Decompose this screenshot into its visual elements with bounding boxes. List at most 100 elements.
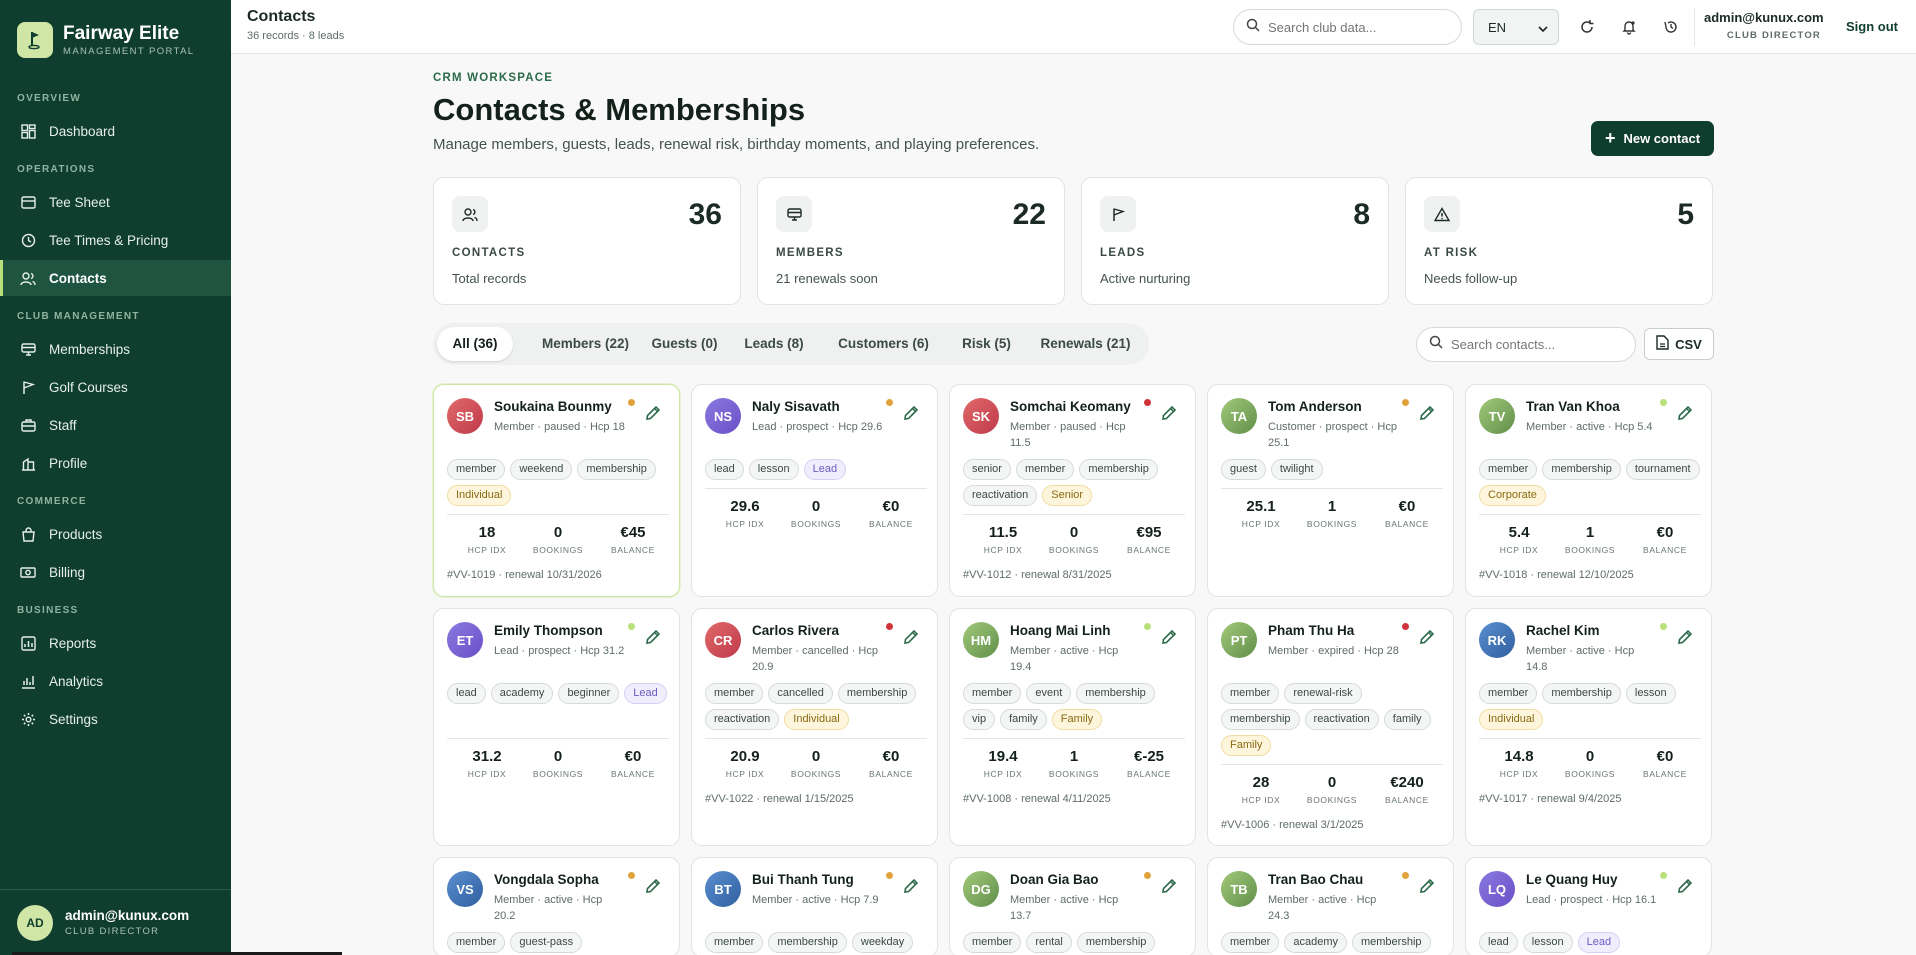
tab-risk[interactable]: Risk (5) [962, 336, 1011, 351]
tab-guests[interactable]: Guests (0) [651, 336, 718, 351]
contact-card-le-quang-huy[interactable]: LQ Le Quang Huy Lead · prospect · Hcp 16… [1465, 857, 1712, 955]
contact-card-hoang-mai-linh[interactable]: HM Hoang Mai Linh Member · active · Hcp … [949, 608, 1196, 846]
sidebar-item-products[interactable]: Products [0, 516, 231, 552]
tab-members[interactable]: Members (22) [541, 336, 630, 351]
contact-card-soukaina-bounmy[interactable]: SB Soukaina Bounmy Member · paused · Hcp… [433, 384, 680, 597]
signout-button[interactable]: Sign out [1846, 19, 1898, 34]
new-contact-button[interactable]: + New contact [1591, 121, 1714, 156]
hcp-stat: 11.5 HCP IDX [966, 524, 1040, 555]
contacts-search-input[interactable] [1451, 337, 1621, 352]
stat-card-leads[interactable]: 8 LEADS Active nurturing [1081, 177, 1389, 305]
contact-card-naly-sisavath[interactable]: NS Naly Sisavath Lead · prospect · Hcp 2… [691, 384, 938, 597]
edit-icon[interactable] [1161, 405, 1177, 421]
tag: Lead [1577, 932, 1621, 953]
tag: lead [447, 683, 486, 704]
tab-customers[interactable]: Customers (6) [838, 336, 929, 351]
tag: member [1479, 683, 1538, 704]
edit-icon[interactable] [645, 405, 661, 421]
sidebar-item-tee-sheet[interactable]: Tee Sheet [0, 184, 231, 220]
edit-icon[interactable] [1677, 405, 1693, 421]
contact-card-somchai-keomany[interactable]: SK Somchai Keomany Member · paused · Hcp… [949, 384, 1196, 597]
contact-meta: Member · expired · Hcp 28 [1268, 645, 1399, 657]
sidebar-item-contacts[interactable]: Contacts [0, 260, 231, 296]
tab-leads[interactable]: Leads (8) [744, 336, 804, 351]
contact-card-pham-thu-ha[interactable]: PT Pham Thu Ha Member · expired · Hcp 28… [1207, 608, 1454, 846]
contact-card-carlos-rivera[interactable]: CR Carlos Rivera Member · cancelled · Hc… [691, 608, 938, 846]
language-select[interactable]: EN [1473, 9, 1559, 45]
edit-icon[interactable] [645, 878, 661, 894]
edit-icon[interactable] [1161, 629, 1177, 645]
contact-card-tom-anderson[interactable]: TA Tom Anderson Customer · prospect · Hc… [1207, 384, 1454, 597]
bookings-label: BOOKINGS [1564, 545, 1616, 555]
contact-name: Doan Gia Bao [1010, 872, 1099, 887]
stat-card-members[interactable]: 22 MEMBERS 21 renewals soon [757, 177, 1065, 305]
edit-icon[interactable] [1677, 878, 1693, 894]
avatar: CR [705, 622, 741, 658]
tag: tournament [1625, 459, 1700, 480]
tag: weekend [510, 459, 573, 480]
tag: lead [1479, 932, 1518, 953]
contact-card-rachel-kim[interactable]: RK Rachel Kim Member · active · Hcp 14.8… [1465, 608, 1712, 846]
balance-stat: €0 BALANCE [854, 748, 928, 779]
bookings-stat: 0 BOOKINGS [1553, 748, 1627, 779]
sidebar-item-reports[interactable]: Reports [0, 625, 231, 661]
edit-icon[interactable] [645, 629, 661, 645]
status-dot [886, 623, 893, 630]
bell-icon[interactable] [1619, 17, 1639, 37]
balance-value: €0 [1656, 524, 1674, 541]
contact-card-emily-thompson[interactable]: ET Emily Thompson Lead · prospect · Hcp … [433, 608, 680, 846]
edit-icon[interactable] [903, 629, 919, 645]
balance-stat: €-25 BALANCE [1112, 748, 1186, 779]
tab-all[interactable]: All (36) [437, 327, 513, 361]
edit-icon[interactable] [1677, 629, 1693, 645]
sidebar-item-tee-times-pricing[interactable]: Tee Times & Pricing [0, 222, 231, 258]
contact-card-bui-thanh-tung[interactable]: BT Bui Thanh Tung Member · active · Hcp … [691, 857, 938, 955]
sidebar-item-settings[interactable]: Settings [0, 701, 231, 737]
tag: membership [1076, 932, 1156, 953]
tag: membership [1079, 459, 1158, 480]
sidebar-item-dashboard[interactable]: Dashboard [0, 113, 231, 149]
sidebar-item-memberships[interactable]: Memberships [0, 331, 231, 367]
sidebar-item-analytics[interactable]: Analytics [0, 663, 231, 699]
brand[interactable]: Fairway Elite MANAGEMENT PORTAL [0, 0, 231, 60]
contact-card-doan-gia-bao[interactable]: DG Doan Gia Bao Member · active · Hcp 13… [949, 857, 1196, 955]
stat-card-contacts[interactable]: 36 CONTACTS Total records [433, 177, 741, 305]
tag: Lead [624, 683, 667, 704]
sidebar-item-label: Profile [49, 455, 88, 471]
hcp-value: 20.9 [730, 748, 760, 765]
contact-name: Vongdala Sopha [494, 872, 599, 887]
sidebar-item-profile[interactable]: Profile [0, 445, 231, 481]
contact-card-tran-van-khoa[interactable]: TV Tran Van Khoa Member · active · Hcp 5… [1465, 384, 1712, 597]
edit-icon[interactable] [1161, 878, 1177, 894]
topbar-divider [1694, 8, 1695, 46]
report-icon [20, 635, 36, 651]
sidebar-item-billing[interactable]: Billing [0, 554, 231, 590]
history-icon[interactable] [1661, 17, 1681, 37]
sidebar-item-staff[interactable]: Staff [0, 407, 231, 443]
tag: guest-pass [510, 932, 583, 953]
stat-card-at-risk[interactable]: 5 AT RISK Needs follow-up [1405, 177, 1713, 305]
tag-list: guest twilight [1221, 459, 1443, 480]
edit-icon[interactable] [903, 405, 919, 421]
edit-icon[interactable] [1419, 405, 1435, 421]
contact-name: Emily Thompson [494, 623, 603, 638]
tab-renewals[interactable]: Renewals (21) [1040, 336, 1131, 351]
tag: membership [768, 932, 847, 953]
contact-card-vongdala-sopha[interactable]: VS Vongdala Sopha Member · active · Hcp … [433, 857, 680, 955]
edit-icon[interactable] [1419, 878, 1435, 894]
contact-card-tran-bao-chau[interactable]: TB Tran Bao Chau Member · active · Hcp 2… [1207, 857, 1454, 955]
sidebar-user[interactable]: AD admin@kunux.com CLUB DIRECTOR [0, 889, 231, 955]
contacts-search[interactable] [1416, 327, 1636, 362]
edit-icon[interactable] [1419, 629, 1435, 645]
balance-stat: €0 BALANCE [596, 748, 670, 779]
csv-export-button[interactable]: CSV [1644, 328, 1714, 360]
tag: Family [1051, 709, 1103, 730]
topbar-user[interactable]: admin@kunux.com CLUB DIRECTOR [1704, 10, 1824, 41]
sidebar-item-golf-courses[interactable]: Golf Courses [0, 369, 231, 405]
edit-icon[interactable] [903, 878, 919, 894]
global-search[interactable] [1233, 9, 1462, 45]
tag: membership [577, 459, 656, 480]
global-search-input[interactable] [1268, 19, 1438, 35]
refresh-icon[interactable] [1577, 17, 1597, 37]
stat-subtext: Active nurturing [1100, 271, 1191, 286]
